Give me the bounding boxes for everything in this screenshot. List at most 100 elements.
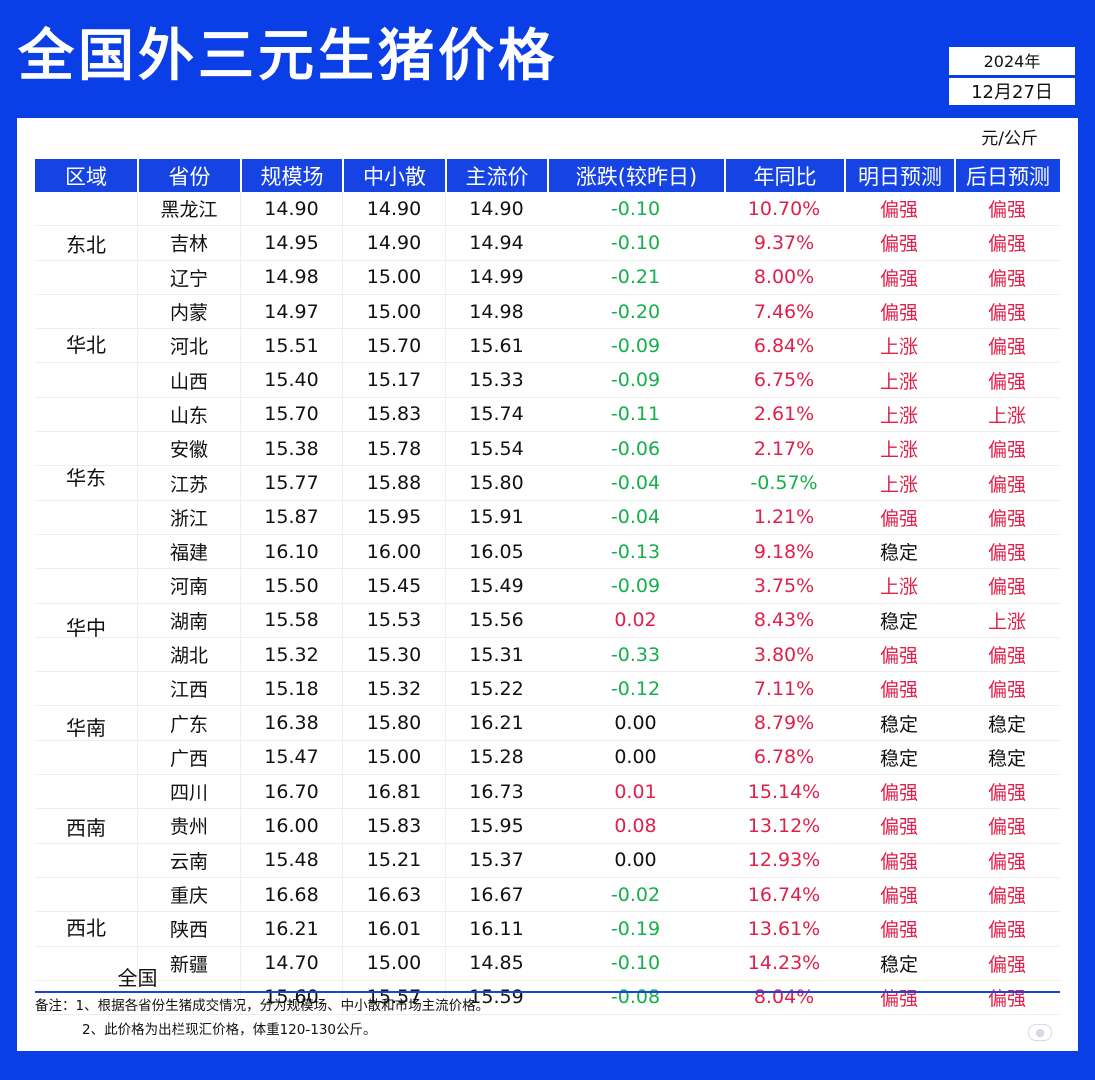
header-main-price: 主流价 (445, 159, 547, 192)
yoy-change: 6.75% (753, 369, 815, 392)
forecast-tomorrow: 上涨 (879, 370, 918, 393)
main-price: 15.22 (445, 672, 547, 706)
price-change: -0.10 (610, 231, 661, 254)
price-change: 0.02 (614, 609, 657, 632)
large-farm-price: 15.51 (240, 329, 342, 363)
province-cell (137, 980, 240, 1015)
large-farm-price: 16.70 (240, 775, 342, 809)
forecast-day-after: 稳定 (987, 747, 1026, 770)
region-cell (35, 569, 137, 602)
forecast-tomorrow: 偏强 (879, 816, 918, 839)
province-cell: 广西 (137, 740, 240, 775)
price-table: 区域 省份 规模场 中小散 主流价 涨跌(较昨日) 年同比 明日预测 后日预测 … (35, 159, 1060, 1016)
forecast-tomorrow: 稳定 (879, 713, 918, 736)
main-price: 16.11 (445, 912, 547, 946)
main-price: 14.85 (445, 946, 547, 980)
province-cell: 辽宁 (137, 260, 240, 294)
yoy-change: 7.46% (753, 300, 815, 323)
price-change: 0.00 (614, 849, 657, 872)
note-1: 备注：1、根据各省份生猪成交情况，分为规模场、中小散和市场主流价格。 (35, 998, 490, 1014)
small-farm-price: 16.00 (342, 534, 445, 569)
forecast-day-after: 偏强 (987, 267, 1026, 290)
forecast-day-after: 偏强 (987, 987, 1026, 1010)
small-farm-price: 15.83 (342, 809, 445, 843)
yoy-change: 12.93% (747, 849, 821, 872)
main-price: 15.37 (445, 843, 547, 877)
province-cell: 四川 (137, 775, 240, 809)
main-price: 15.56 (445, 603, 547, 637)
forecast-tomorrow: 上涨 (879, 473, 918, 496)
province-cell: 浙江 (137, 500, 240, 534)
forecast-day-after: 偏强 (987, 782, 1026, 805)
forecast-day-after: 上涨 (987, 610, 1026, 633)
forecast-tomorrow: 偏强 (879, 850, 918, 873)
forecast-day-after: 偏强 (987, 885, 1026, 908)
small-farm-price: 14.90 (342, 226, 445, 260)
forecast-tomorrow: 偏强 (879, 679, 918, 702)
table-header: 区域 省份 规模场 中小散 主流价 涨跌(较昨日) 年同比 明日预测 后日预测 (35, 159, 1060, 192)
price-change: -0.12 (610, 677, 661, 700)
main-price: 15.33 (445, 363, 547, 397)
forecast-tomorrow: 偏强 (879, 199, 918, 222)
province-cell: 福建 (137, 534, 240, 569)
region-cell (35, 398, 137, 431)
unit-label: 元/公斤 (981, 129, 1038, 149)
yoy-change: 14.23% (747, 952, 821, 975)
forecast-tomorrow: 上涨 (879, 576, 918, 599)
region-cell (35, 741, 137, 774)
yoy-change: 16.74% (747, 883, 821, 906)
forecast-tomorrow: 偏强 (879, 987, 918, 1010)
forecast-day-after: 偏强 (987, 302, 1026, 325)
province-cell: 湖北 (137, 637, 240, 672)
small-farm-price: 16.81 (342, 775, 445, 809)
province-cell: 山西 (137, 363, 240, 397)
main-price: 14.98 (445, 294, 547, 329)
province-cell: 河北 (137, 329, 240, 363)
region-cell (35, 261, 137, 294)
forecast-day-after: 偏强 (987, 507, 1026, 530)
forecast-day-after: 偏强 (987, 542, 1026, 565)
region-cell (35, 192, 137, 225)
price-change: -0.10 (610, 952, 661, 975)
main-price: 15.54 (445, 432, 547, 466)
table-row: 福建 16.10 16.00 16.05 -0.13 9.18% 稳定 偏强 (35, 534, 1060, 570)
main-price: 16.67 (445, 877, 547, 912)
yoy-change: 3.80% (753, 643, 815, 666)
large-farm-price: 15.47 (240, 740, 342, 775)
forecast-day-after: 偏强 (987, 336, 1026, 359)
large-farm-price: 15.48 (240, 843, 342, 877)
region-cell (35, 844, 137, 877)
yoy-change: 2.17% (753, 437, 815, 460)
main-price: 15.31 (445, 637, 547, 672)
large-farm-price: 16.38 (240, 706, 342, 740)
forecast-day-after: 偏强 (987, 953, 1026, 976)
region-cell (35, 295, 137, 328)
forecast-day-after: 偏强 (987, 473, 1026, 496)
large-farm-price: 14.95 (240, 226, 342, 260)
yoy-change: -0.57% (750, 472, 818, 495)
small-farm-price: 15.95 (342, 500, 445, 534)
main-price: 16.05 (445, 534, 547, 569)
province-cell: 广东 (137, 706, 240, 740)
price-change: 0.00 (614, 712, 657, 735)
region-cell (35, 535, 137, 568)
region-label: 西南 (66, 815, 106, 840)
large-farm-price: 15.87 (240, 500, 342, 534)
price-change: -0.09 (610, 369, 661, 392)
province-cell: 湖南 (137, 603, 240, 637)
large-farm-price: 15.38 (240, 432, 342, 466)
note-2: 2、此价格为出栏现汇价格，体重120-130公斤。 (82, 1022, 377, 1038)
price-change: 0.08 (614, 814, 657, 837)
region-cell (35, 672, 137, 705)
forecast-tomorrow: 上涨 (879, 439, 918, 462)
yoy-change: 7.11% (753, 677, 815, 700)
small-farm-price: 15.21 (342, 843, 445, 877)
table-row: 云南 15.48 15.21 15.37 0.00 12.93% 偏强 偏强 (35, 843, 1060, 878)
region-label: 华东 (66, 466, 106, 491)
large-farm-price: 15.58 (240, 603, 342, 637)
main-price: 14.99 (445, 260, 547, 294)
forecast-tomorrow: 偏强 (879, 782, 918, 805)
forecast-day-after: 偏强 (987, 576, 1026, 599)
forecast-day-after: 偏强 (987, 645, 1026, 667)
region-label: 华南 (66, 715, 106, 740)
